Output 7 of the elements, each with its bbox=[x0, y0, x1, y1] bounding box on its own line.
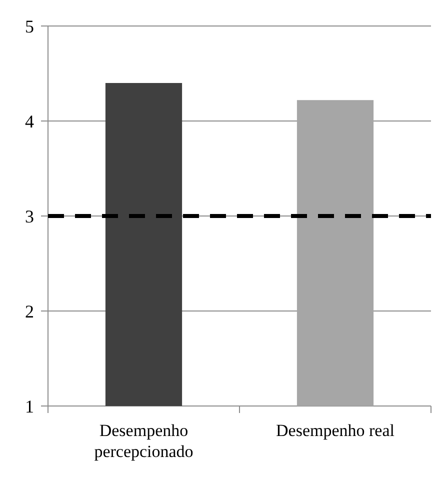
y-tick-label: 5 bbox=[25, 16, 34, 36]
x-tick-label: Desempenho real bbox=[276, 421, 395, 440]
x-tick-label: Desempenho percepcionado bbox=[94, 421, 194, 461]
y-tick-label: 4 bbox=[25, 111, 34, 132]
y-tick-label: 3 bbox=[25, 206, 34, 226]
y-tick-label: 2 bbox=[25, 301, 34, 322]
y-tick-label: 1 bbox=[25, 396, 34, 416]
